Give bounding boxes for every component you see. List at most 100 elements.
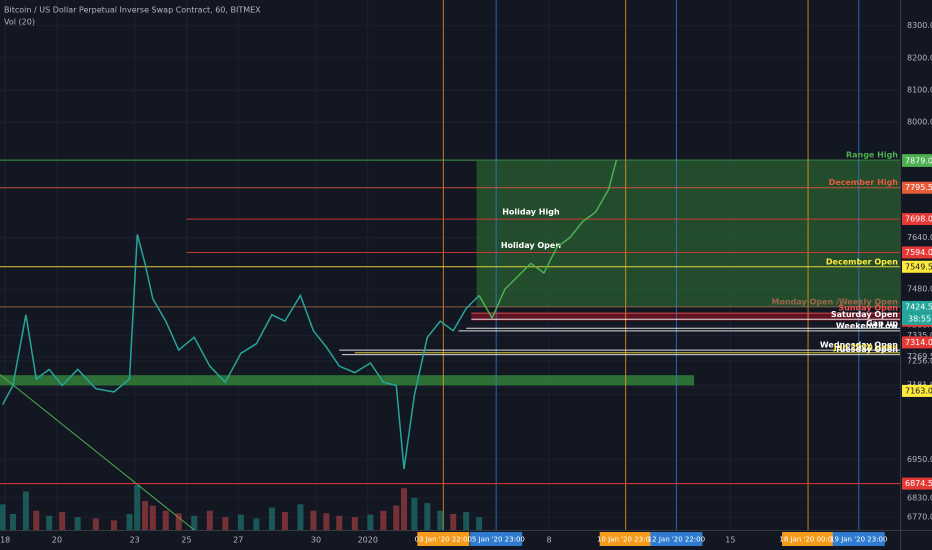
- zone: [0, 375, 695, 386]
- volume-bar: [268, 507, 275, 530]
- x-tick-label: 2020: [358, 536, 378, 545]
- time-marker-tag: [470, 532, 523, 546]
- price-tag-label: 7879.0: [905, 156, 932, 165]
- price-tag-label: 7795.5: [905, 183, 932, 192]
- y-tick-label: 8000.0: [907, 118, 932, 127]
- volume-bar: [323, 513, 330, 530]
- x-tick-label: 27: [233, 536, 243, 545]
- level-label: Range High: [846, 151, 898, 160]
- y-tick-label: 8100.0: [907, 85, 932, 94]
- countdown-label: 38:55: [908, 314, 931, 323]
- level-label: December Open: [826, 257, 898, 266]
- volume-bar: [463, 512, 470, 530]
- price-line: [478, 159, 618, 320]
- volume-bar: [367, 514, 374, 530]
- volume-bar: [310, 510, 317, 530]
- volume-bar: [126, 513, 133, 530]
- level-label: Wednesday Open: [820, 341, 898, 350]
- price-line: [1, 234, 480, 470]
- level-label: Jan 2020 open: [833, 343, 899, 352]
- level-label: Saturday Open: [831, 310, 898, 319]
- indicator-label: Vol (20): [4, 18, 35, 27]
- y-tick-label: 6830.0: [907, 493, 932, 502]
- price-tag: [902, 260, 932, 273]
- y-tick-label: 6770.0: [907, 513, 932, 522]
- price-tag-label: 7698.0: [905, 215, 932, 224]
- volume-bar: [33, 510, 40, 530]
- price-tag: [902, 384, 932, 397]
- volume-bar: [281, 512, 288, 530]
- volume-bar: [110, 520, 117, 530]
- time-marker-tag: [832, 532, 885, 546]
- volume-bar: [191, 515, 198, 530]
- volume-bar: [206, 510, 213, 530]
- y-tick-label: 8300.0: [907, 21, 932, 30]
- volume-bar: [74, 517, 81, 530]
- volume-bar: [46, 515, 53, 530]
- volume-bar: [424, 503, 431, 530]
- price-tag-label: 7549.5: [905, 262, 932, 271]
- price-tag: [902, 246, 932, 259]
- zone: [471, 313, 900, 321]
- time-marker-label: 03 Jan '20 22:00: [415, 536, 472, 544]
- price-tag-label: 7314.0: [905, 338, 932, 347]
- volume-bar: [253, 518, 260, 530]
- level-label: Sunday Open: [838, 304, 898, 313]
- price-tag: [902, 154, 932, 167]
- x-tick-label: 8: [547, 536, 552, 545]
- price-tag: [902, 477, 932, 490]
- price-tag: [902, 336, 932, 349]
- volume-bar: [351, 517, 358, 530]
- x-tick-label: 25: [181, 536, 191, 545]
- x-tick-label: 30: [311, 536, 321, 545]
- x-tick-label: 18: [0, 536, 10, 545]
- y-tick-label: 8200.0: [907, 53, 932, 62]
- y-tick-label: 7269.5: [907, 352, 932, 361]
- price-tag-label: 7424.5: [905, 302, 932, 311]
- time-marker-tag: [599, 532, 652, 546]
- volume-bar: [476, 517, 483, 530]
- time-marker-label: 10 Jan '20 23:00: [597, 536, 654, 544]
- volume-bar: [59, 512, 66, 530]
- x-tick-label: 20: [52, 536, 62, 545]
- price-tag: [902, 213, 932, 226]
- volume-bar: [222, 517, 229, 530]
- time-marker-tag: [782, 532, 835, 546]
- volume-bar: [450, 513, 457, 530]
- level-label: Gap up: [866, 319, 898, 328]
- volume-bar: [9, 513, 16, 530]
- time-marker-label: 05 Jan '20 23:00: [467, 536, 524, 544]
- volume-bar: [336, 515, 343, 530]
- volume-bar: [92, 518, 99, 530]
- level-label: Tuesday Open: [835, 345, 898, 354]
- volume-bar: [237, 514, 244, 530]
- volume-bar: [411, 497, 418, 530]
- price-tag-label: 7594.0: [905, 248, 932, 257]
- volume-bar: [437, 510, 444, 530]
- time-marker-tag: [650, 532, 703, 546]
- volume-bar: [401, 488, 408, 530]
- y-tick-label: 7480.0: [907, 285, 932, 294]
- x-tick-label: 15: [725, 536, 735, 545]
- volume-bar: [297, 504, 304, 530]
- volume-bar: [149, 505, 156, 530]
- time-marker-label: 12 Jan '20 22:00: [648, 536, 705, 544]
- level-label: Monday Open /Weekly Open: [772, 297, 899, 306]
- level-label: Weekend Low: [836, 321, 899, 330]
- volume-bar: [142, 501, 149, 530]
- time-marker-label: 18 Jan '20 00:00: [779, 536, 836, 544]
- time-marker-label: 19 Jan '20 23:00: [830, 536, 887, 544]
- y-tick-label: 7256.0: [907, 357, 932, 366]
- chart-title: Bitcoin / US Dollar Perpetual Inverse Sw…: [4, 6, 261, 15]
- price-tag-label: 6874.5: [905, 479, 932, 488]
- volume-bar: [175, 513, 182, 530]
- level-label: December High: [829, 178, 899, 187]
- y-tick-label: 6950.0: [907, 455, 932, 464]
- y-tick-label: 7335.0: [907, 331, 932, 340]
- volume-bar: [162, 510, 169, 530]
- y-tick-label: 7640.0: [907, 233, 932, 242]
- volume-bar: [393, 505, 400, 530]
- price-tag: [902, 300, 932, 313]
